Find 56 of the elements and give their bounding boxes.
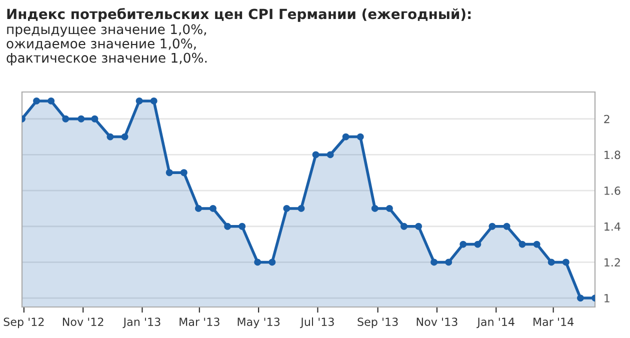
point [254,258,262,266]
point [268,258,276,266]
point [415,222,422,230]
x-tick-label: Jan '13 [122,318,160,328]
point [386,204,393,212]
point [533,240,540,248]
chart-title: Индекс потребительских цен CPI Германии (ежегодный): [7,8,471,22]
point [488,222,496,230]
point [136,97,143,104]
point [150,97,158,104]
y-tick-label: 1.8 [604,150,620,160]
point [430,258,438,266]
point [548,258,555,266]
point [326,151,334,158]
x-tick-label: Sep '13 [358,318,398,328]
point [106,133,114,140]
point [400,222,408,230]
point [62,115,70,122]
point [503,222,510,230]
point [238,222,246,230]
point [283,204,290,212]
point [91,115,98,122]
y-tick-label: 2 [604,114,610,124]
point [33,97,40,104]
point [180,169,188,176]
point [298,204,305,212]
point [312,151,320,158]
point [371,204,378,212]
x-tick-label: Mar '14 [534,318,574,326]
point [445,258,452,266]
x-tick-label: Nov '12 [62,318,104,326]
point [576,294,584,302]
point [518,240,526,248]
y-tick-label: 1.4 [604,222,620,231]
point [474,240,482,248]
point [121,133,128,140]
x-tick-label: Jul '13 [300,317,334,328]
point [224,222,232,230]
y-tick-label: 1.6 [604,186,620,195]
y-tick-label: 1.2 [604,258,620,266]
point [166,169,173,176]
point [356,133,364,140]
x-tick-label: Jan '14 [476,318,514,328]
x-tick-label: Sep '12 [4,318,44,328]
point [194,204,202,212]
x-tick-label: Nov '13 [416,318,458,326]
point [460,240,467,248]
x-tick-label: Mar '13 [180,318,220,326]
point [48,97,55,104]
x-tick-label: May '13 [238,318,280,328]
point [342,133,350,140]
point [210,204,216,212]
chart-subtitle: предыдущее значение 1,0%, ожидаемое значение 1,0%, фактическое значение 1,0%. [6,24,207,66]
point [78,115,85,122]
point [562,258,570,266]
y-tick-label: 1 [604,294,610,302]
